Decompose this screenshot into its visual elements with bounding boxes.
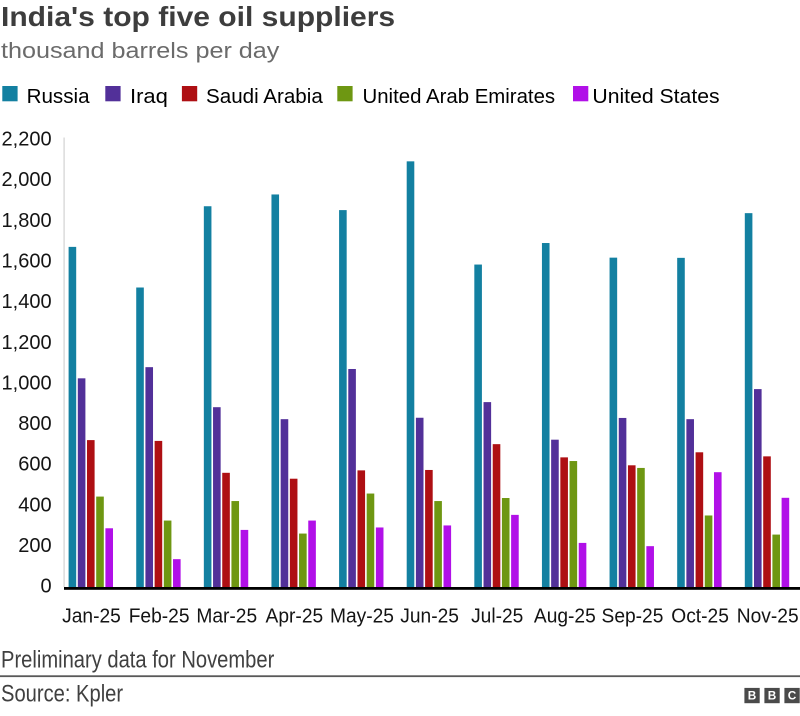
svg-text:400: 400: [18, 494, 51, 516]
svg-text:Apr-25: Apr-25: [266, 605, 324, 627]
svg-text:600: 600: [18, 454, 51, 476]
svg-text:B: B: [748, 689, 757, 703]
svg-text:1,000: 1,000: [2, 372, 52, 394]
svg-text:Iraq: Iraq: [130, 86, 168, 108]
svg-text:2,200: 2,200: [2, 129, 52, 151]
svg-text:Feb-25: Feb-25: [129, 605, 190, 627]
svg-text:800: 800: [18, 413, 51, 435]
svg-text:United States: United States: [592, 86, 719, 108]
svg-text:United Arab Emirates: United Arab Emirates: [363, 86, 556, 108]
svg-text:Jun-25: Jun-25: [400, 605, 459, 627]
svg-text:May-25: May-25: [330, 605, 394, 627]
svg-text:Mar-25: Mar-25: [196, 605, 257, 627]
svg-text:B: B: [768, 689, 777, 703]
svg-text:1,400: 1,400: [2, 291, 52, 313]
svg-text:Jan-25: Jan-25: [62, 605, 121, 627]
svg-text:thousand barrels per day: thousand barrels per day: [1, 39, 280, 63]
svg-text:1,600: 1,600: [2, 251, 52, 273]
svg-text:0: 0: [40, 576, 51, 598]
svg-text:1,800: 1,800: [2, 210, 52, 232]
svg-text:2,000: 2,000: [2, 169, 52, 191]
svg-text:1,200: 1,200: [2, 332, 52, 354]
svg-text:Oct-25: Oct-25: [671, 605, 729, 627]
svg-text:Saudi Arabia: Saudi Arabia: [206, 86, 324, 108]
svg-text:C: C: [788, 689, 797, 703]
svg-text:200: 200: [18, 535, 51, 557]
svg-text:India's top five oil suppliers: India's top five oil suppliers: [1, 2, 395, 33]
svg-text:Aug-25: Aug-25: [534, 605, 596, 627]
svg-text:Sep-25: Sep-25: [602, 605, 664, 627]
svg-text:Jul-25: Jul-25: [471, 605, 523, 627]
svg-text:Russia: Russia: [27, 86, 91, 108]
svg-text:Nov-25: Nov-25: [737, 605, 799, 627]
svg-text:Source: Kpler: Source: Kpler: [1, 680, 124, 707]
svg-text:Preliminary data for November: Preliminary data for November: [1, 646, 275, 673]
